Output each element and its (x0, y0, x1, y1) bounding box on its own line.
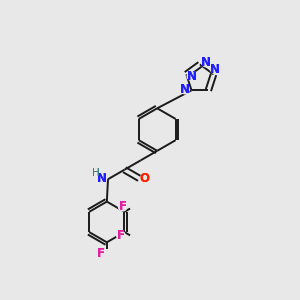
Text: F: F (119, 200, 127, 213)
Circle shape (202, 58, 210, 67)
Text: N: N (210, 63, 220, 76)
Text: N: N (97, 172, 106, 184)
Text: F: F (117, 229, 125, 242)
Text: H: H (92, 168, 100, 178)
Text: F: F (97, 247, 105, 260)
Text: N: N (201, 56, 211, 69)
Circle shape (97, 173, 106, 183)
Text: F: F (119, 200, 127, 213)
Text: N: N (186, 70, 197, 83)
Circle shape (187, 72, 196, 80)
Text: H: H (92, 168, 100, 178)
Circle shape (97, 249, 105, 257)
Text: N: N (210, 63, 220, 76)
Text: N: N (201, 56, 211, 69)
Text: F: F (117, 229, 125, 242)
Text: O: O (140, 172, 149, 185)
Circle shape (140, 174, 149, 183)
Text: N: N (186, 70, 197, 83)
Text: O: O (140, 172, 149, 185)
Circle shape (117, 231, 125, 239)
Text: F: F (97, 247, 105, 260)
Circle shape (92, 170, 100, 177)
Text: N: N (180, 83, 190, 96)
Text: N: N (180, 83, 190, 96)
Text: N: N (97, 172, 106, 184)
Circle shape (211, 65, 219, 74)
Circle shape (181, 85, 189, 94)
Circle shape (118, 202, 127, 211)
